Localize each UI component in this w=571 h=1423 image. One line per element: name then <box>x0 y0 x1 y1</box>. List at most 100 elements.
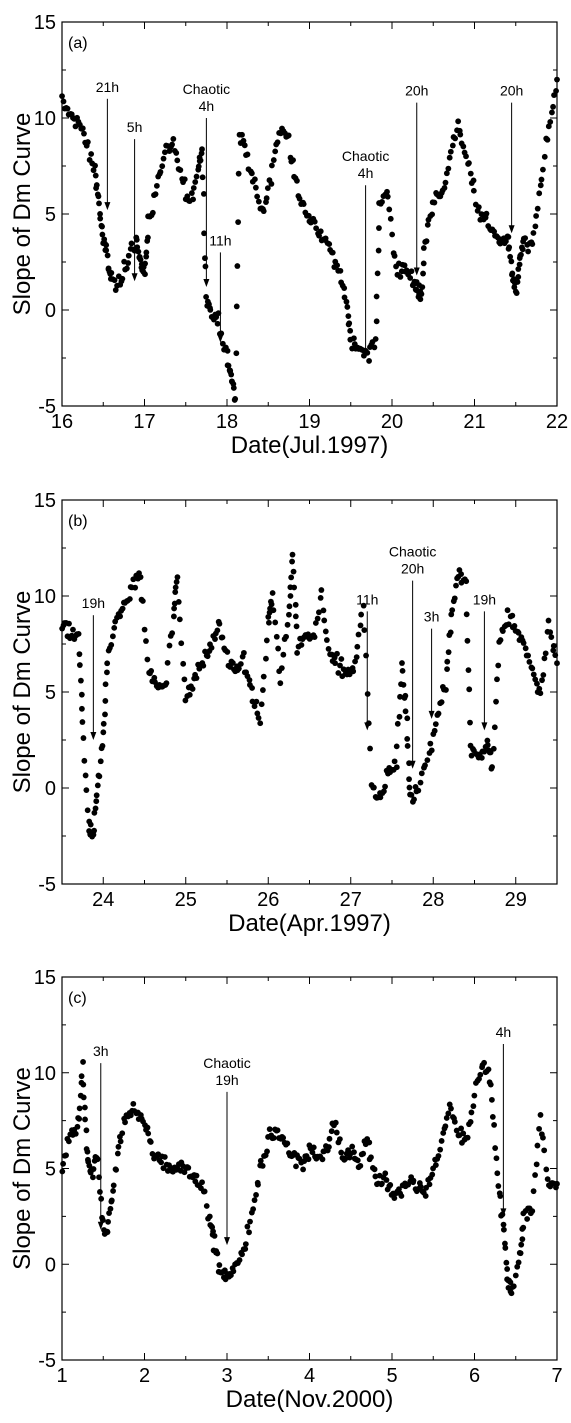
data-point <box>244 1223 251 1230</box>
annotation-label: 11h <box>209 232 231 248</box>
data-point <box>100 720 107 727</box>
data-point <box>452 135 459 142</box>
data-point <box>284 1140 291 1147</box>
data-point <box>336 1136 343 1143</box>
data-point <box>488 1096 495 1103</box>
data-point <box>317 228 324 235</box>
data-point <box>130 1100 137 1107</box>
data-point <box>487 1081 494 1088</box>
data-point <box>325 646 332 652</box>
data-point <box>74 1123 81 1130</box>
data-point <box>195 163 202 170</box>
data-point <box>90 167 97 174</box>
data-point <box>372 336 379 342</box>
data-point <box>239 131 245 138</box>
data-point <box>272 619 279 626</box>
data-point <box>144 1124 151 1131</box>
y-axis-label: Slope of Dm Curve <box>9 591 36 794</box>
data-point <box>190 185 197 191</box>
data-point <box>534 680 540 687</box>
data-point <box>151 674 158 681</box>
data-point <box>186 691 193 698</box>
x-tick-label: 27 <box>340 889 362 911</box>
annotation-label: 19h <box>215 1072 238 1088</box>
data-point <box>333 1129 340 1136</box>
data-point <box>305 1156 312 1163</box>
data-point <box>142 271 148 278</box>
data-point <box>78 691 85 698</box>
data-point <box>542 650 549 657</box>
data-point <box>173 150 180 156</box>
data-point <box>376 225 382 231</box>
data-point <box>244 151 251 158</box>
data-point <box>467 1119 474 1125</box>
data-point <box>435 1153 442 1159</box>
data-point <box>197 157 204 164</box>
data-point <box>235 219 242 225</box>
data-point <box>485 1066 492 1073</box>
data-point <box>203 1203 210 1209</box>
data-point <box>453 582 459 589</box>
data-point <box>72 1130 79 1137</box>
data-point <box>468 1109 475 1116</box>
data-point <box>437 1146 444 1153</box>
data-point <box>188 190 195 196</box>
data-point <box>408 268 415 275</box>
data-point <box>492 1145 499 1151</box>
data-point <box>506 244 513 251</box>
y-tick-label: 0 <box>45 1254 56 1276</box>
data-point <box>514 279 521 285</box>
data-point <box>92 162 98 169</box>
y-tick-label: -5 <box>38 396 56 418</box>
data-point <box>477 1071 484 1078</box>
data-point <box>133 236 140 243</box>
data-point <box>268 601 275 608</box>
data-point <box>443 1115 450 1121</box>
data-point <box>108 1197 115 1204</box>
data-point <box>422 1193 429 1199</box>
data-point <box>540 166 546 173</box>
data-point <box>351 1149 357 1156</box>
data-point <box>513 290 520 297</box>
data-point <box>534 205 541 212</box>
data-point <box>80 1059 86 1065</box>
data-point <box>234 263 241 269</box>
data-point <box>398 1193 405 1199</box>
data-point <box>70 626 76 633</box>
data-point <box>174 574 181 581</box>
data-point <box>466 686 473 693</box>
data-point <box>83 787 90 794</box>
annotation-label: 19h <box>82 595 105 611</box>
annotation-label: 3h <box>93 1043 109 1059</box>
annotation-label: Chaotic <box>389 544 436 560</box>
data-point <box>169 630 176 637</box>
data-point <box>153 182 160 189</box>
annotation-label: 11h <box>356 591 378 607</box>
data-point <box>143 638 149 644</box>
data-point <box>143 249 150 256</box>
data-point <box>214 627 221 634</box>
data-point <box>202 263 209 270</box>
data-point <box>420 260 427 267</box>
data-point <box>483 210 490 217</box>
y-tick-label: 0 <box>45 778 56 800</box>
data-point <box>417 296 424 303</box>
data-point <box>424 221 431 228</box>
data-point <box>445 165 452 172</box>
data-point <box>185 1164 192 1171</box>
data-point <box>206 1213 213 1220</box>
data-point <box>230 385 237 391</box>
data-point <box>270 607 277 614</box>
data-point <box>522 235 529 242</box>
data-point <box>332 1119 339 1126</box>
data-point <box>554 76 560 83</box>
data-point <box>342 1155 349 1162</box>
data-point <box>104 1229 111 1235</box>
data-point <box>494 1170 501 1177</box>
data-point <box>504 607 511 614</box>
x-tick-label: 20 <box>381 411 403 433</box>
data-point <box>193 675 200 681</box>
y-tick-label: 10 <box>34 1063 56 1085</box>
